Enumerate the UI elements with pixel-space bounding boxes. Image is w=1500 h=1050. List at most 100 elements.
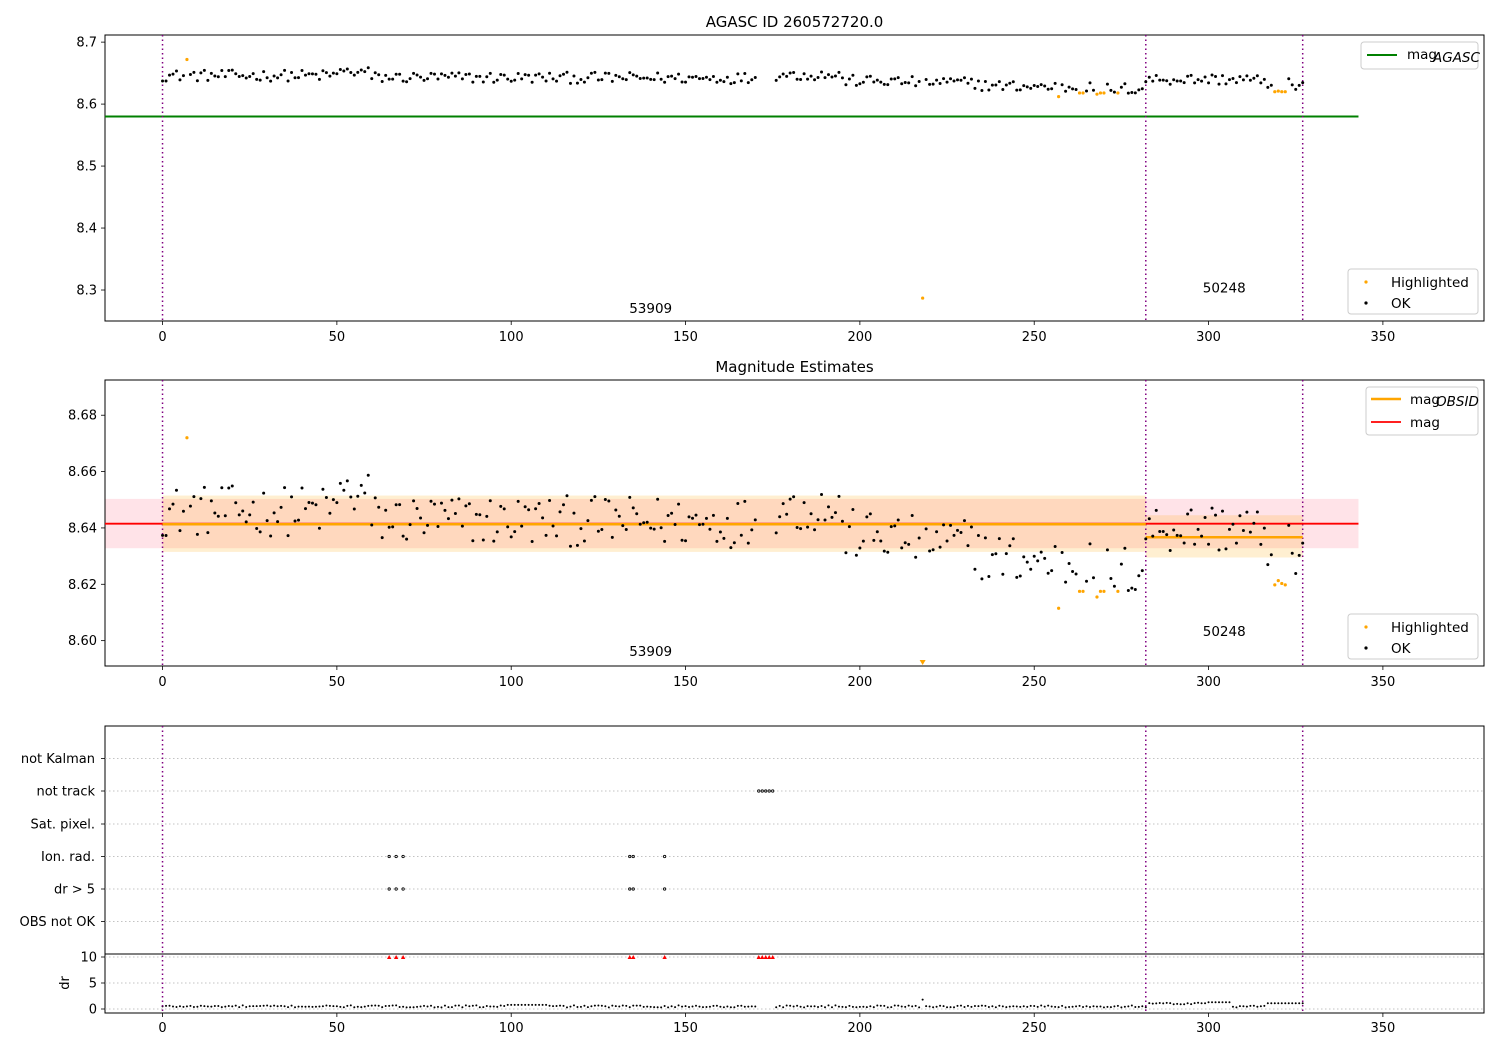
panel1-ok-point — [746, 81, 750, 85]
panel2-ok-point — [1269, 553, 1273, 557]
panel1-ok-point — [1203, 75, 1207, 79]
panel1-ok-point — [453, 74, 457, 78]
panel3-dr-point — [1273, 1002, 1276, 1005]
panel1-ok-point — [621, 77, 625, 81]
panel3-dr-point — [701, 1006, 704, 1009]
panel2-ok-point — [1200, 534, 1204, 538]
panel1-ok-point — [523, 73, 527, 77]
panel2-ok-point — [161, 533, 165, 537]
panel2-ok-point — [701, 522, 705, 526]
panel1-legend-points — [1347, 268, 1479, 315]
panel2-ok-point — [164, 534, 168, 538]
panel3-dr-point — [653, 1006, 656, 1009]
panel1-ok-point — [1074, 87, 1078, 91]
panel2-ok-point — [893, 524, 897, 528]
panel3-dr-point — [848, 1004, 851, 1007]
panel3-dr-high-marker — [767, 955, 772, 959]
panel3-dr-point — [1176, 1002, 1179, 1005]
panel1-ok-point — [293, 76, 297, 80]
panel1-ok-point — [628, 71, 632, 75]
panel0-xtick-label: 250 — [1022, 330, 1047, 345]
panel2-ok-point — [426, 523, 430, 527]
panel2-ok-point — [1147, 517, 1151, 521]
panel2-ok-point — [966, 544, 970, 548]
panel3-flag-point — [631, 854, 635, 859]
panel1-ok-point — [1224, 82, 1228, 86]
panel3-dr-point — [360, 1006, 363, 1009]
panel3-dr-point — [1064, 1006, 1067, 1009]
panel3-dr-point — [165, 1004, 168, 1007]
panel3-dr-point — [1214, 1001, 1217, 1004]
panel1-ok-point — [614, 73, 618, 77]
panel2-ok-point — [572, 511, 576, 515]
panel1-ok-point — [223, 75, 227, 79]
panel3-dr-point — [321, 1005, 324, 1008]
panel3-flag-label: not Kalman — [21, 752, 95, 767]
panel1-ok-point — [949, 77, 953, 81]
panel3-dr-point — [534, 1003, 537, 1006]
panel3-dr-point — [1266, 1002, 1269, 1005]
panel3-dr-point — [266, 1004, 269, 1007]
panel2-ok-point — [837, 494, 841, 498]
panel2-ok-point — [1123, 546, 1127, 550]
panel2-ok-point — [607, 499, 611, 503]
panel2-ok-point — [575, 543, 579, 547]
panel3-dr-point — [1061, 1004, 1064, 1007]
panel2-ok-point — [307, 501, 311, 505]
panel3-dr-point — [461, 1006, 464, 1009]
panel3-dr-point — [949, 1006, 952, 1009]
panel3-dr-point — [939, 1004, 942, 1007]
panel1-ok-point — [255, 77, 259, 81]
panel1-ok-point — [303, 73, 307, 77]
panel3-dr-point — [618, 1005, 621, 1008]
panel3-dr-point — [1207, 1001, 1210, 1004]
panel1-ok-point — [1018, 88, 1022, 92]
panel3-dr-point — [301, 1005, 303, 1008]
panel1-ok-point — [495, 78, 499, 82]
panel3-dr-point — [1287, 1002, 1290, 1005]
panel1-ok-point — [722, 80, 726, 84]
panel1-ok-point — [555, 79, 559, 83]
panel2-obsid-annotation: 50248 — [1203, 624, 1246, 640]
panel3-dr-point — [482, 1006, 485, 1009]
panel2-ok-point — [983, 536, 987, 540]
panel2-ok-point — [666, 514, 670, 518]
panel1-ok-point — [506, 77, 510, 81]
panel3-dr-point — [928, 1005, 931, 1008]
panel3-dr-point — [994, 1006, 997, 1009]
panel3-flag-point — [663, 854, 667, 859]
panel1-ok-point — [959, 78, 963, 82]
panel1-ok-point — [910, 75, 914, 79]
panel3-dr-high-marker — [631, 955, 636, 959]
panel2-ok-point — [917, 536, 921, 540]
panel2-ok-point — [1032, 554, 1036, 558]
panel1-ok-point — [467, 72, 471, 76]
panel1-ok-point — [1123, 82, 1127, 86]
panel1-highlighted-point — [1095, 92, 1099, 96]
panel3-dr-point — [726, 1005, 729, 1008]
panel2-ok-point — [283, 486, 287, 490]
panel3-dr-point — [565, 1006, 568, 1009]
panel3-dr-point — [1022, 1005, 1025, 1008]
panel1-ok-point — [666, 75, 670, 79]
panel1-ok-point — [572, 74, 576, 78]
panel1-plot-area: 0 50 100 150 200 250 300 350 8.3 8.4 8.5 8.6 8.7 5390… — [76, 34, 1485, 345]
panel1-ok-point — [415, 73, 419, 77]
panel3-dr-point — [1089, 1006, 1091, 1009]
panel3-dr-point — [973, 1004, 976, 1007]
panel3-dr-point — [1291, 1002, 1294, 1005]
panel3-dr-point — [436, 1005, 439, 1008]
panel3-dr-point — [998, 1004, 1001, 1007]
panel2-ok-point — [1029, 567, 1033, 571]
panel1-ytick-label: 8.62 — [68, 578, 97, 593]
panel2-highlighted-point — [1283, 583, 1287, 587]
panel3-flag-point — [628, 854, 632, 859]
panel3-dr-point — [419, 1005, 422, 1008]
panel2-ok-point — [1011, 537, 1015, 541]
panel1-ok-point — [1297, 83, 1301, 87]
panel3-dr-high-marker — [760, 955, 765, 959]
panel1-ok-point — [161, 79, 165, 83]
panel1-ok-point — [645, 76, 649, 80]
panel3-flag-label: not track — [36, 785, 95, 800]
panel1-ok-point — [1179, 79, 1183, 83]
